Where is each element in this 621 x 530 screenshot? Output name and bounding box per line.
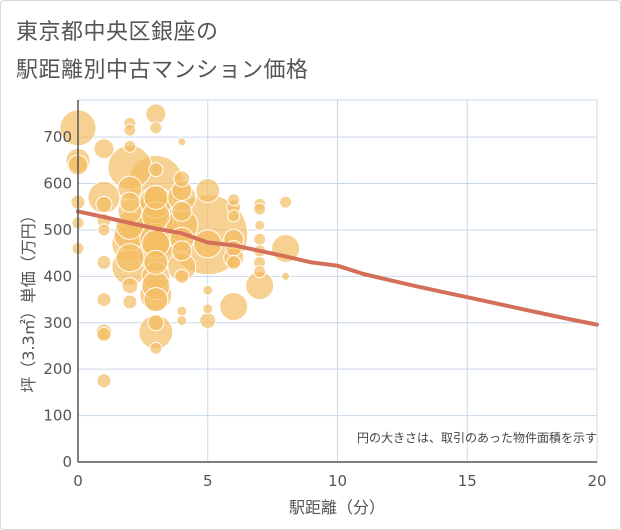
grid-lines — [77, 99, 598, 463]
trend-line — [76, 209, 599, 327]
data-bubble — [173, 170, 191, 188]
x-axis-label: 駅距離（分） — [289, 498, 385, 517]
y-tick-label: 0 — [62, 453, 72, 471]
y-tick-label: 200 — [43, 360, 72, 378]
y-tick-label: 700 — [43, 128, 72, 146]
x-tick-label: 5 — [203, 472, 213, 490]
data-bubble — [149, 121, 163, 135]
data-bubble — [96, 326, 112, 342]
data-bubble — [96, 373, 112, 389]
chart-title-line1: 東京都中央区銀座の — [16, 20, 219, 45]
data-bubble — [219, 292, 249, 322]
data-bubble — [119, 191, 141, 213]
data-bubble — [176, 314, 188, 326]
data-bubble — [199, 311, 217, 329]
data-bubble — [227, 193, 241, 207]
x-tick-label: 20 — [587, 472, 606, 490]
data-bubble — [177, 137, 187, 147]
data-bubble — [93, 138, 115, 160]
data-bubble — [121, 277, 139, 295]
data-bubble — [143, 249, 169, 275]
x-tick-label: 0 — [73, 472, 83, 490]
data-bubble — [174, 268, 190, 284]
data-bubble — [122, 294, 138, 310]
x-tick-label: 10 — [328, 472, 347, 490]
data-bubble — [171, 200, 193, 222]
y-axis-label: 坪（3.3㎡）単価（万円） — [19, 207, 38, 392]
data-bubble — [96, 292, 112, 308]
trend-layer — [76, 209, 599, 327]
data-bubble — [279, 195, 293, 209]
y-tick-label: 600 — [43, 175, 72, 193]
chart-title-line2: 駅距離別中古マンション価格 — [16, 58, 309, 83]
data-bubble — [226, 254, 242, 270]
data-bubble — [147, 314, 165, 332]
data-bubble — [171, 240, 193, 262]
x-tick-label: 15 — [458, 472, 477, 490]
data-bubble — [253, 232, 267, 246]
bubble-size-note: 円の大きさは、取引のあった物件面積を示す — [357, 430, 597, 445]
data-bubble — [148, 162, 164, 178]
data-bubble — [96, 254, 112, 270]
data-bubble — [115, 243, 145, 273]
data-bubble — [254, 219, 266, 231]
y-tick-label: 300 — [43, 314, 72, 332]
data-bubble — [281, 271, 291, 281]
y-tick-label: 100 — [43, 407, 72, 425]
data-bubble — [176, 305, 188, 317]
data-bubble — [97, 223, 111, 237]
data-bubble — [149, 341, 163, 355]
data-bubble — [123, 123, 137, 137]
data-bubble — [227, 209, 241, 223]
data-bubble — [143, 184, 169, 210]
data-bubble — [202, 303, 214, 315]
y-tick-label: 500 — [43, 221, 72, 239]
data-bubble — [143, 287, 169, 313]
data-bubble — [253, 265, 267, 279]
data-bubble — [95, 195, 113, 213]
bubble-layer — [59, 103, 301, 389]
data-bubble — [123, 139, 137, 153]
y-tick-label: 400 — [43, 267, 72, 285]
data-bubble — [253, 202, 267, 216]
data-bubble — [145, 103, 167, 125]
data-bubble — [195, 178, 221, 203]
data-bubble — [202, 284, 214, 296]
